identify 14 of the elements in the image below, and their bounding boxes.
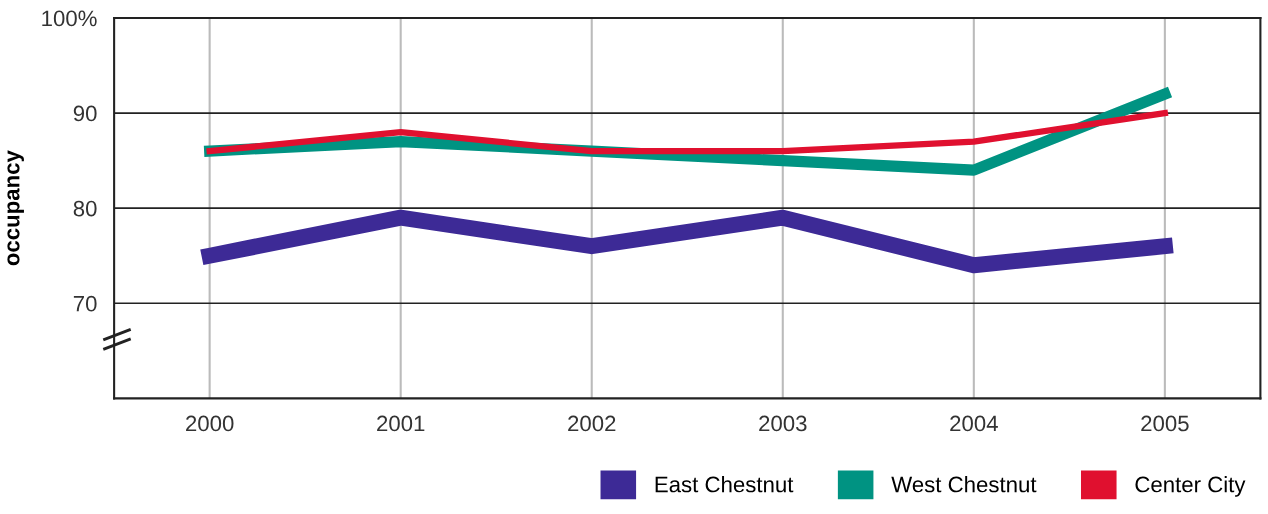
y-axis-title: occupancy [7,150,24,266]
y-tick-label: 90 [73,105,97,122]
x-tick-label: 2005 [1141,415,1189,432]
y-tick-label: 100% [42,10,97,27]
y-tick-label: 70 [73,295,97,312]
x-tick-label: 2000 [186,415,234,432]
x-tick-label: 2004 [950,415,998,432]
legend-label: West Chestnut [891,476,1037,493]
y-tick-label: 80 [73,200,97,217]
x-tick-label: 2003 [759,415,807,432]
x-tick-label: 2001 [377,415,425,432]
legend-label: Center City [1135,476,1246,497]
legend-label: East Chestnut [655,476,794,493]
x-tick-label: 2002 [568,415,616,432]
